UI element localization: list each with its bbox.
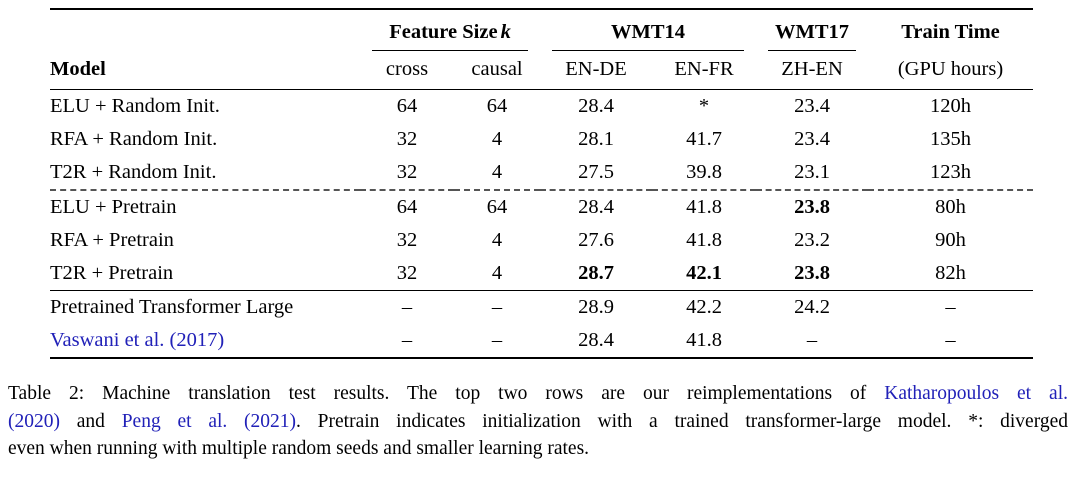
table-row: Pretrained Transformer Large – – 28.9 42.2 24…: [50, 291, 1033, 325]
group-header-train-time: Train Time: [868, 9, 1033, 51]
value-cell: 64: [396, 95, 418, 117]
table-row: T2R + Pretrain 32 4 28.7 42.1 23.8 82h: [50, 257, 1034, 291]
model-name: ELU + Random Init.: [50, 95, 220, 117]
value-cell: 23.2: [794, 229, 830, 251]
table-row: ELU + Random Init. 64 64 28.4 * 23.4 120h: [50, 90, 1033, 124]
citation-link[interactable]: Katharopoulos et al.: [884, 383, 1068, 404]
value-cell: 4: [454, 156, 541, 191]
column-header-zh-en: ZH-EN: [756, 51, 869, 90]
value-cell: 64: [396, 196, 418, 218]
group-header-feature-size: Feature Size k: [360, 9, 540, 51]
value-cell: 120h: [930, 95, 972, 117]
value-cell: 32: [396, 229, 418, 251]
column-group-rule: [768, 50, 857, 51]
value-cell: 41.8: [686, 229, 722, 251]
model-name: T2R + Pretrain: [50, 257, 360, 291]
caption-text: and: [60, 410, 122, 432]
citation-link[interactable]: Peng et al. (2021): [121, 410, 297, 432]
value-cell: 90h: [935, 229, 966, 251]
group-label-text: Feature Size: [389, 21, 498, 43]
value-cell: –: [491, 296, 503, 318]
value-cell: *: [698, 95, 710, 117]
table-caption: Table 2: Machine translation test result…: [8, 380, 1068, 463]
model-name: ELU + Pretrain: [50, 196, 177, 218]
value-cell: 28.1: [578, 128, 614, 150]
column-header-cross: cross: [360, 51, 454, 90]
empty-corner-cell: [50, 9, 360, 51]
value-cell: 41.8: [686, 329, 722, 351]
value-cell: 23.8: [756, 257, 869, 291]
value-cell: 4: [491, 128, 503, 150]
value-cell: 23.4: [794, 95, 830, 117]
value-cell: –: [945, 296, 956, 318]
value-cell: 28.4: [578, 95, 614, 117]
value-cell: 24.2: [794, 296, 830, 318]
caption-line: (2020) and Peng et al. (2021). Pretrain …: [8, 408, 1068, 436]
value-cell: 123h: [868, 156, 1034, 191]
table-group-header-row: Feature Size k WMT14 WMT17 Train Time: [50, 9, 1033, 51]
value-cell: 32: [360, 257, 454, 291]
value-cell: 39.8: [652, 156, 757, 191]
value-cell: 42.1: [652, 257, 757, 291]
caption-line: Table 2: Machine translation test result…: [8, 380, 1068, 408]
value-cell: 41.8: [686, 196, 722, 218]
column-group-rule: [552, 50, 745, 51]
column-group-rule: [372, 50, 529, 51]
value-cell: 27.5: [540, 156, 653, 191]
model-name: RFA + Pretrain: [50, 229, 174, 251]
value-cell: 23.8: [794, 196, 830, 218]
value-cell: –: [401, 296, 413, 318]
citation-link[interactable]: (2020): [8, 410, 60, 432]
model-name: T2R + Random Init.: [50, 156, 360, 191]
value-cell: 23.1: [756, 156, 869, 191]
paper-page: Feature Size k WMT14 WMT17 Train Time Mod…: [8, 8, 1068, 463]
column-header-model: Model: [50, 51, 360, 90]
column-header-gpu-hours: (GPU hours): [868, 51, 1034, 90]
caption-text: . Pretrain indicates initialization with…: [296, 410, 1069, 432]
table-row: RFA + Pretrain 32 4 27.6 41.8 23.2 90h: [50, 224, 1033, 257]
value-cell: –: [945, 329, 956, 351]
value-cell: 32: [360, 156, 454, 191]
table-row: RFA + Random Init. 32 4 28.1 41.7 23.4 135h: [50, 123, 1033, 156]
model-name: Pretrained Transformer Large: [50, 296, 294, 318]
caption-line: even when running with multiple random s…: [8, 435, 1068, 463]
column-header-en-de: EN-DE: [540, 51, 653, 90]
group-header-wmt17: WMT17: [756, 9, 868, 51]
model-name: RFA + Random Init.: [50, 128, 218, 150]
model-citation-link[interactable]: Vaswani et al. (2017): [50, 329, 225, 351]
table-subheader-row: Model cross causal EN-DE EN-FR ZH-EN (GP…: [50, 51, 1034, 90]
value-cell: 4: [491, 229, 503, 251]
value-cell: 135h: [930, 128, 972, 150]
results-table: Feature Size k WMT14 WMT17 Train Time Mod…: [50, 8, 1034, 359]
value-cell: 41.7: [686, 128, 722, 150]
value-cell: 27.6: [578, 229, 614, 251]
column-header-causal: causal: [454, 51, 541, 90]
value-cell: 28.4: [578, 329, 614, 351]
value-cell: 28.7: [540, 257, 653, 291]
caption-text: Table 2: Machine translation test result…: [8, 383, 885, 404]
table-row: Vaswani et al. (2017) – – 28.4 41.8 – –: [50, 324, 1033, 358]
value-cell: 80h: [935, 196, 966, 218]
column-header-en-fr: EN-FR: [652, 51, 757, 90]
value-cell: –: [401, 329, 413, 351]
value-cell: –: [491, 329, 503, 351]
table-row: T2R + Random Init. 32 4 27.5 39.8 23.1 123h: [50, 156, 1034, 191]
value-cell: 64: [486, 95, 508, 117]
group-label: Feature Size k: [360, 19, 540, 45]
value-cell: 64: [486, 196, 508, 218]
value-cell: 42.2: [686, 296, 722, 318]
value-cell: 28.4: [578, 196, 614, 218]
value-cell: –: [806, 329, 818, 351]
group-header-wmt14: WMT14: [540, 9, 756, 51]
table-row: ELU + Pretrain 64 64 28.4 41.8 23.8 80h: [50, 190, 1033, 224]
value-cell: 28.9: [578, 296, 614, 318]
value-cell: 23.4: [794, 128, 830, 150]
value-cell: 32: [396, 128, 418, 150]
value-cell: 4: [454, 257, 541, 291]
math-symbol-k: k: [500, 21, 511, 43]
value-cell: 82h: [868, 257, 1034, 291]
caption-text: even when running with multiple random s…: [8, 438, 590, 459]
